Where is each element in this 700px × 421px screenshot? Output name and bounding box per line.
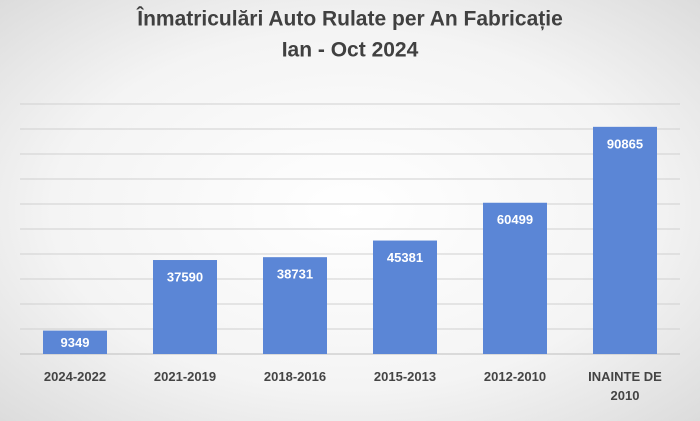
- x-tick-label: INAINTE DE 2010: [588, 369, 662, 403]
- x-tick-label: 2024-2022: [43, 369, 107, 384]
- bar: [373, 240, 437, 354]
- bar: [263, 257, 327, 354]
- data-label: 38731: [277, 267, 313, 282]
- chart-title: Înmatriculări Auto Rulate per An Fabrica…: [136, 7, 563, 31]
- x-tick-label: 2012-2010: [483, 369, 547, 384]
- bar: [153, 260, 217, 354]
- data-label: 90865: [607, 136, 643, 151]
- data-label: 37590: [167, 269, 203, 284]
- bar: [593, 126, 657, 355]
- data-label: 60499: [497, 212, 533, 227]
- chart-subtitle: Ian - Oct 2024: [282, 39, 419, 62]
- bar: [43, 330, 107, 354]
- bar: [483, 202, 547, 354]
- x-tick-label: 2018-2016: [263, 369, 327, 384]
- data-label: 9349: [61, 335, 90, 350]
- x-tick-label: 2015-2013: [373, 369, 437, 384]
- x-tick-label: 2021-2019: [153, 369, 217, 384]
- data-label: 45381: [387, 250, 423, 265]
